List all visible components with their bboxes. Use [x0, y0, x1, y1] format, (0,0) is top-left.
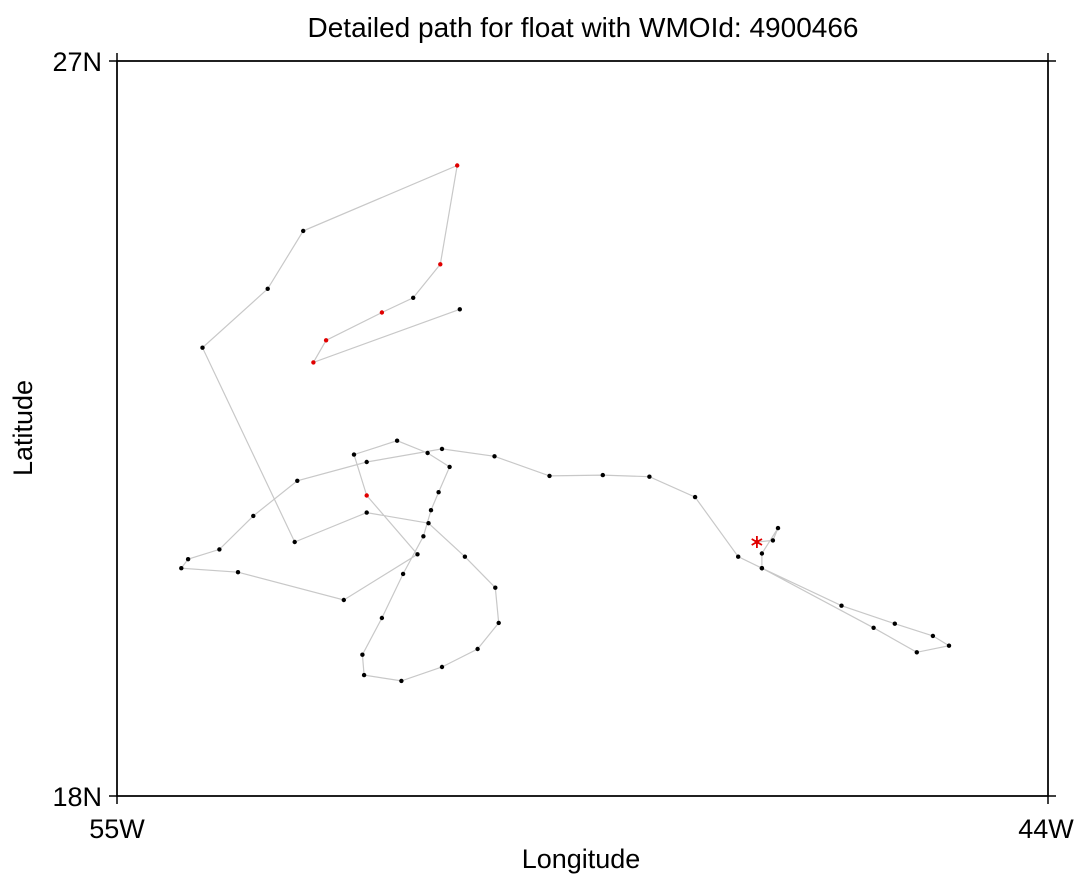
profile-point	[364, 510, 369, 515]
profile-point	[946, 643, 952, 648]
profile-point	[493, 585, 498, 590]
profile-point	[217, 547, 222, 552]
profile-point	[185, 557, 191, 562]
profile-point	[736, 554, 741, 559]
profile-point	[428, 508, 434, 513]
profile-point	[411, 295, 416, 300]
float-track-line	[180, 164, 951, 682]
profile-point	[361, 672, 367, 678]
profile-point	[436, 490, 441, 495]
flagged-profile-point	[455, 163, 460, 168]
profile-point	[425, 450, 430, 456]
profile-point	[295, 478, 300, 483]
y-tick-label-bottom: 18N	[52, 782, 102, 812]
profile-point	[759, 551, 765, 556]
plot-frame	[116, 60, 1049, 797]
profile-point	[341, 597, 346, 603]
profile-point	[301, 228, 306, 234]
y-axis-label: Latitude	[8, 380, 38, 476]
profile-point	[759, 566, 765, 571]
profile-point	[914, 650, 919, 655]
flagged-profile-point	[364, 493, 369, 498]
profile-point	[351, 452, 357, 457]
profile-point	[892, 621, 897, 626]
profile-point	[462, 554, 468, 559]
profile-point	[292, 539, 297, 545]
flagged-profile-point	[379, 310, 385, 315]
profile-point	[426, 521, 431, 526]
flagged-profile-point	[311, 360, 316, 365]
flagged-profile-point	[323, 338, 329, 343]
chart-title: Detailed path for float with WMOId: 4900…	[308, 12, 859, 43]
profile-point	[770, 538, 776, 543]
profile-point	[364, 459, 369, 465]
profile-point	[930, 633, 936, 639]
x-tick-label-left: 55W	[89, 814, 145, 844]
profile-point	[399, 678, 404, 684]
x-axis-label: Longitude	[522, 844, 641, 874]
profile-point	[839, 603, 844, 608]
start-position-marker	[751, 536, 763, 548]
profile-point	[492, 454, 497, 459]
profile-point	[439, 664, 445, 670]
profile-point	[394, 438, 400, 443]
profile-point	[600, 472, 605, 478]
profile-point	[871, 625, 876, 630]
profile-point	[457, 307, 462, 312]
profile-point	[775, 525, 781, 531]
profile-point	[379, 615, 385, 621]
profile-point	[647, 474, 652, 479]
profile-point	[251, 513, 256, 519]
profile-point	[200, 345, 205, 350]
path-marks	[179, 163, 952, 684]
profile-point	[179, 566, 184, 571]
profile-point	[547, 473, 552, 479]
y-tick-label-top: 27N	[52, 47, 102, 77]
profile-point	[265, 286, 270, 291]
profile-point	[692, 494, 698, 500]
x-tick-label-right: 44W	[1018, 814, 1074, 844]
profile-point	[235, 570, 241, 575]
profile-point	[421, 534, 426, 539]
profile-point	[475, 646, 480, 652]
profile-point	[496, 620, 501, 626]
profile-point	[447, 464, 452, 470]
profile-point	[415, 552, 420, 557]
profile-point	[439, 446, 445, 452]
profile-point	[400, 571, 406, 577]
profile-point	[360, 652, 365, 657]
flagged-profile-point	[438, 262, 443, 267]
